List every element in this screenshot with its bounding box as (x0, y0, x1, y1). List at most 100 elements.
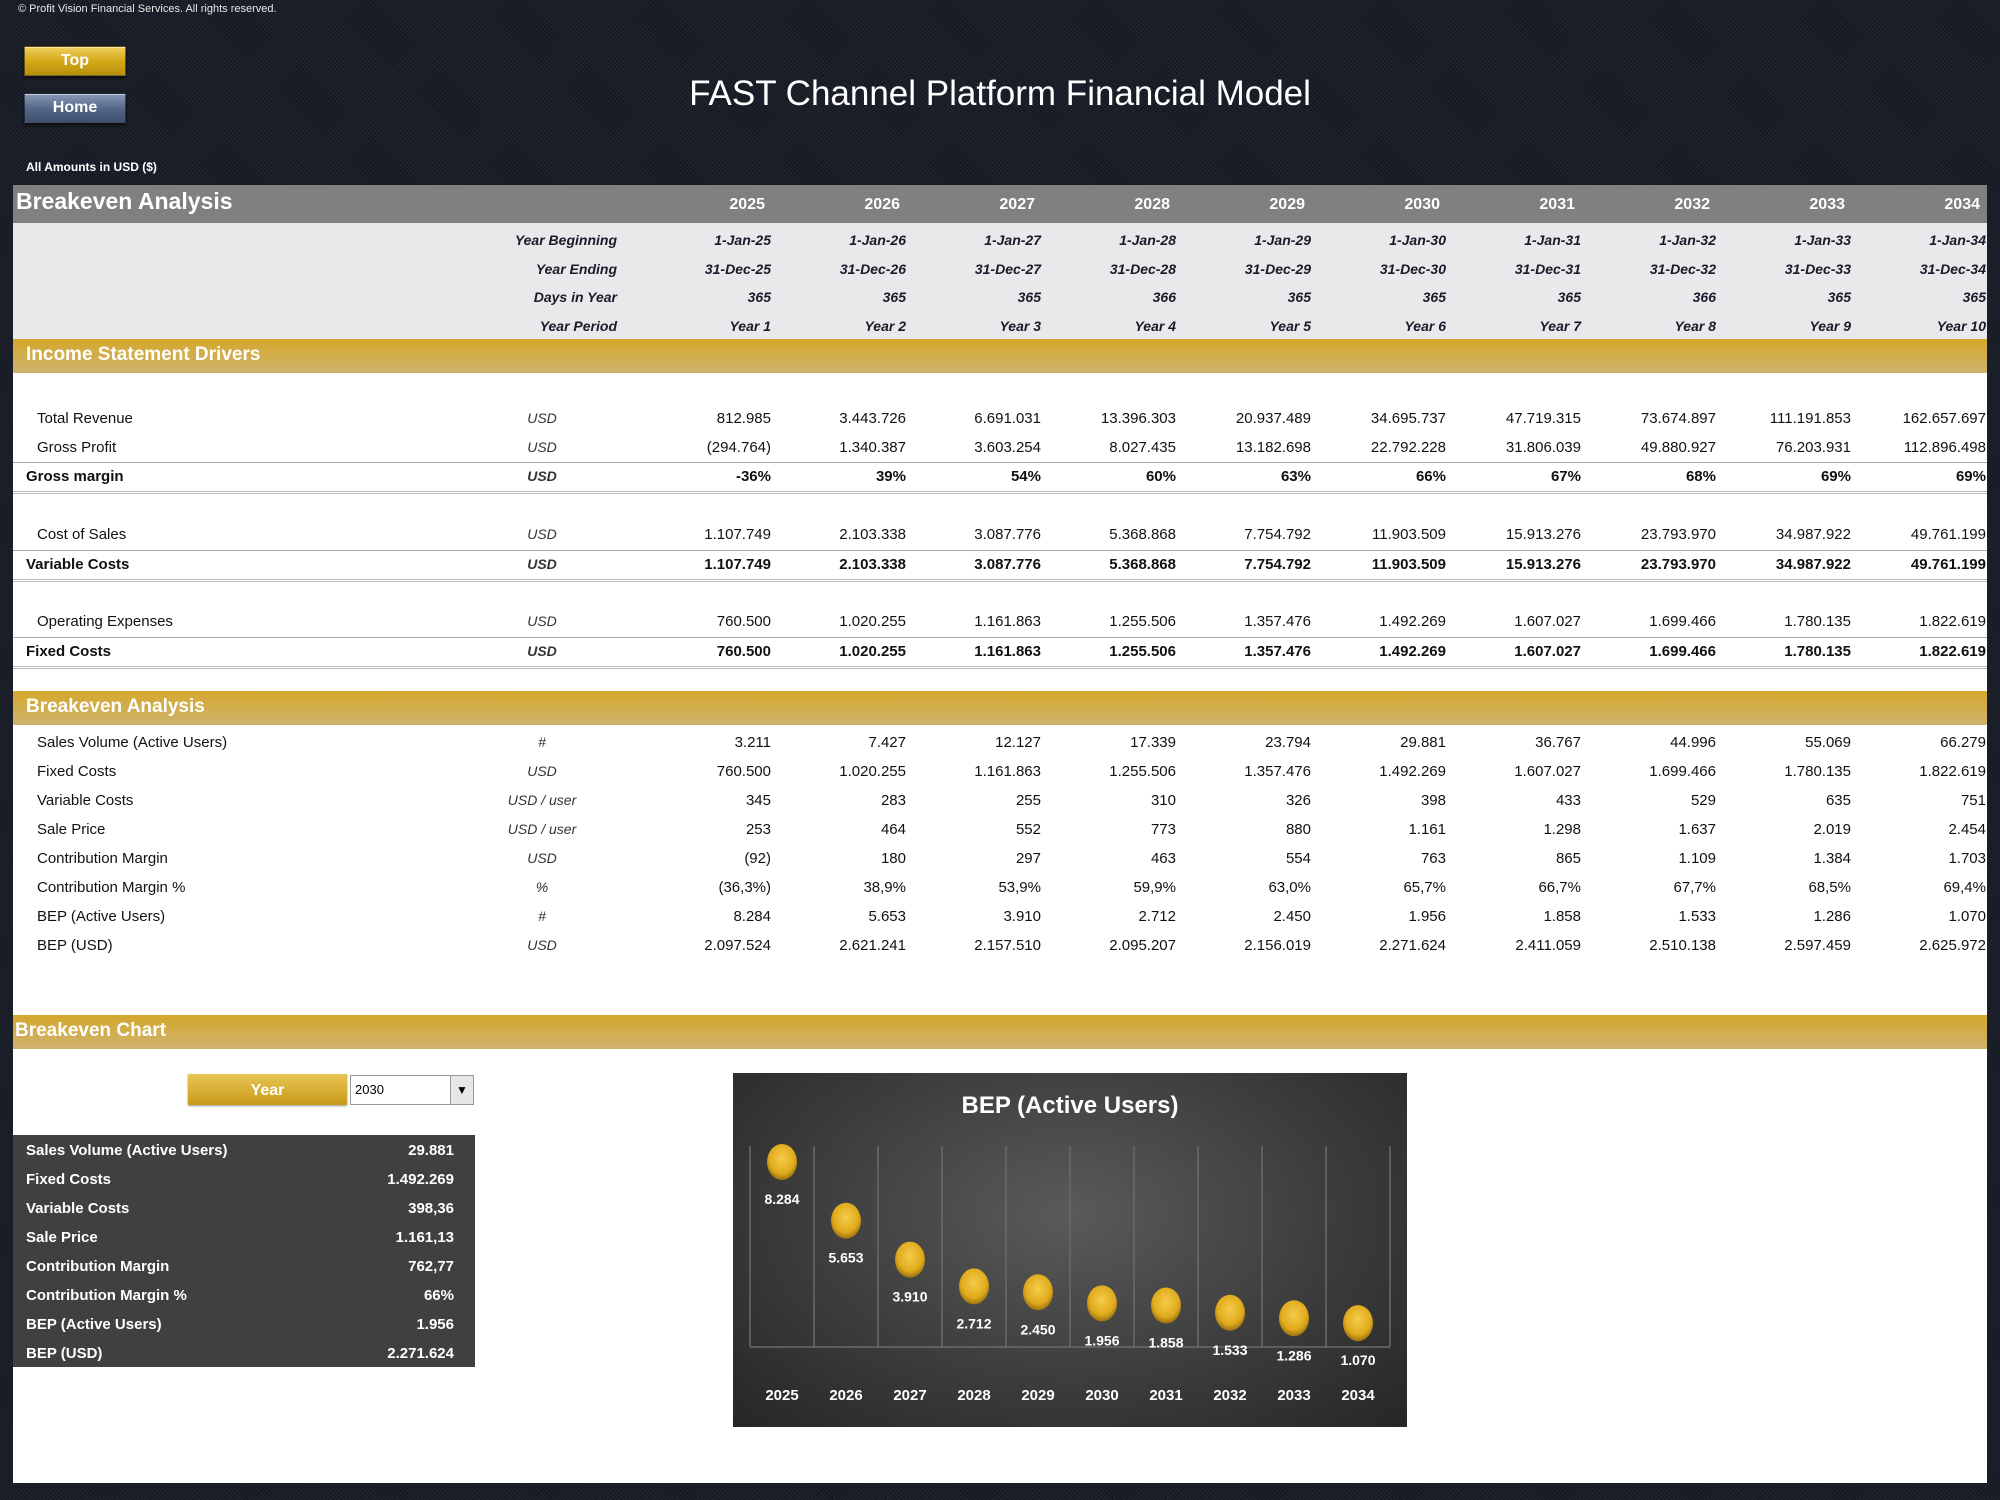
cell-value: 255 (1015, 792, 1041, 809)
cell-value: 1.533 (1678, 908, 1716, 925)
cell-value: 2.103.338 (839, 556, 906, 573)
table-row: Contribution Margin USD (92) 180 297 463 554 76… (13, 845, 1987, 873)
cell-value: 1.699.466 (1649, 763, 1716, 780)
cell-value: 31-Dec-26 (839, 261, 906, 277)
cell-value: 1-Jan-30 (1389, 232, 1446, 248)
row-unit: USD (527, 439, 557, 455)
cell-value: 31-Dec-33 (1784, 261, 1851, 277)
cell-value: 2.621.241 (839, 937, 906, 954)
chevron-down-icon[interactable]: ▼ (450, 1076, 473, 1104)
row-label: Gross margin (26, 468, 124, 485)
cell-value: 1-Jan-29 (1254, 232, 1311, 248)
cell-value: 1.020.255 (839, 763, 906, 780)
cell-value: 1.492.269 (1379, 763, 1446, 780)
cell-value: 2.712 (1138, 908, 1176, 925)
cell-value: 31-Dec-30 (1379, 261, 1446, 277)
table-row: Year Ending 31-Dec-25 31-Dec-26 31-Dec-27 31… (13, 256, 1987, 284)
cell-value: 1.699.466 (1649, 613, 1716, 630)
cell-value: 69% (1955, 468, 1986, 485)
cell-value: (36,3%) (718, 879, 771, 896)
cell-value: Year 10 (1936, 318, 1986, 334)
cell-value: 66% (1415, 468, 1446, 485)
table-row: Variable Costs USD 1.107.749 2.103.338 3.087… (13, 550, 1987, 582)
x-tick-label: 2025 (765, 1387, 798, 1404)
data-point (959, 1268, 989, 1305)
row-unit: USD (527, 556, 557, 572)
cell-value: 67% (1550, 468, 1581, 485)
cell-value: (294.764) (706, 439, 771, 456)
cell-value: 365 (1827, 289, 1851, 305)
copyright-text: © Profit Vision Financial Services. All … (18, 3, 277, 15)
cell-value: 112.896.498 (1903, 439, 1986, 456)
summary-row: Sales Volume (Active Users) 29.881 (13, 1136, 462, 1165)
cell-value: 1.703 (1948, 850, 1986, 867)
row-unit: USD (527, 468, 557, 484)
cell-value: 1.780.135 (1784, 613, 1851, 630)
cell-value: 111.191.853 (1769, 410, 1851, 427)
summary-label: Contribution Margin % (26, 1287, 187, 1304)
table-row: Gross Profit USD (294.764) 1.340.387 3.603.2… (13, 434, 1987, 462)
row-unit: USD (527, 937, 557, 953)
cell-value: 47.719.315 (1505, 410, 1581, 427)
cell-value: 1.637 (1678, 821, 1716, 838)
row-unit: USD (527, 526, 557, 542)
data-label: 1.956 (1084, 1332, 1119, 1348)
cell-value: 1.822.619 (1919, 763, 1986, 780)
data-label: 2.450 (1020, 1321, 1055, 1337)
cell-value: 365 (1287, 289, 1311, 305)
cell-value: 880 (1285, 821, 1311, 838)
cell-value: 365 (1962, 289, 1986, 305)
cell-value: 20.937.489 (1235, 410, 1311, 427)
summary-row: Sale Price 1.161,13 (13, 1223, 462, 1252)
data-label: 1.286 (1276, 1347, 1311, 1363)
cell-value: 365 (882, 289, 906, 305)
row-label: Year Beginning (514, 232, 617, 248)
table-row: Year Beginning 1-Jan-25 1-Jan-26 1-Jan-27 1-… (13, 227, 1987, 255)
cell-value: 3.211 (734, 734, 771, 751)
cell-value: 760.500 (716, 613, 771, 630)
cell-value: 463 (1150, 850, 1176, 867)
cell-value: 3.603.254 (974, 439, 1041, 456)
row-label: Variable Costs (37, 792, 134, 809)
cell-value: 49.761.199 (1910, 556, 1986, 573)
x-tick-label: 2026 (829, 1387, 862, 1404)
row-unit: USD (527, 643, 557, 659)
top-button[interactable]: Top (24, 46, 126, 76)
cell-value: 11.903.509 (1371, 556, 1446, 573)
row-unit: USD / user (507, 792, 577, 808)
row-unit: % (535, 879, 549, 895)
year-select[interactable]: 2030 ▼ (350, 1075, 474, 1105)
cell-value: 2.157.510 (974, 937, 1041, 954)
summary-row: BEP (Active Users) 1.956 (13, 1310, 462, 1339)
cell-value: 49.880.927 (1640, 439, 1716, 456)
cell-value: 31-Dec-29 (1244, 261, 1311, 277)
cell-value: 7.427 (868, 734, 906, 751)
cell-value: 297 (1015, 850, 1041, 867)
summary-row: Contribution Margin 762,77 (13, 1252, 462, 1281)
x-tick-label: 2029 (1021, 1387, 1054, 1404)
cell-value: Year 2 (864, 318, 906, 334)
chart-section-bar: Breakeven Chart (13, 1015, 1987, 1049)
summary-row: Contribution Margin % 66% (13, 1281, 462, 1310)
table-row: Gross margin USD -36% 39% 54% 60% 63% 66% 67% 68%… (13, 462, 1987, 494)
summary-value: 398,36 (408, 1200, 454, 1217)
data-label: 3.910 (892, 1289, 927, 1305)
cell-value: 1.070 (1948, 908, 1986, 925)
data-label: 8.284 (764, 1191, 799, 1207)
home-button[interactable]: Home (24, 93, 126, 123)
chart-section-title: Breakeven Chart (15, 1020, 167, 1041)
row-unit: # (538, 908, 546, 924)
summary-value: 1.956 (416, 1316, 454, 1333)
row-unit: USD (527, 613, 557, 629)
income-section-bar: Income Statement Drivers (13, 339, 1987, 373)
year-header: 2031 (1539, 196, 1575, 213)
cell-value: 760.500 (716, 643, 771, 660)
cell-value: 66,7% (1538, 879, 1581, 896)
cell-value: 1.286 (1813, 908, 1851, 925)
cell-value: 1.780.135 (1784, 763, 1851, 780)
cell-value: 1-Jan-32 (1659, 232, 1716, 248)
table-row: Operating Expenses USD 760.500 1.020.255 1.1… (13, 608, 1987, 636)
cell-value: 2.454 (1948, 821, 1986, 838)
cell-value: 31.806.039 (1505, 439, 1581, 456)
summary-row: BEP (USD) 2.271.624 (13, 1339, 462, 1368)
